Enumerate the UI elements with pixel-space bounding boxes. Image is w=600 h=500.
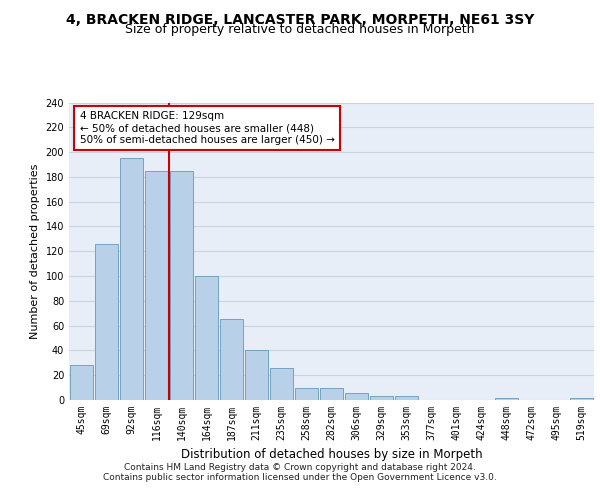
Bar — [370, 396, 393, 400]
Bar — [320, 388, 343, 400]
Text: Contains HM Land Registry data © Crown copyright and database right 2024.: Contains HM Land Registry data © Crown c… — [124, 462, 476, 471]
Bar — [195, 276, 218, 400]
Bar — [220, 320, 243, 400]
Bar — [120, 158, 143, 400]
Text: Contains public sector information licensed under the Open Government Licence v3: Contains public sector information licen… — [103, 472, 497, 482]
Bar — [170, 170, 193, 400]
Bar — [145, 170, 168, 400]
Text: 4, BRACKEN RIDGE, LANCASTER PARK, MORPETH, NE61 3SY: 4, BRACKEN RIDGE, LANCASTER PARK, MORPET… — [66, 12, 534, 26]
Bar — [245, 350, 268, 400]
Text: 4 BRACKEN RIDGE: 129sqm
← 50% of detached houses are smaller (448)
50% of semi-d: 4 BRACKEN RIDGE: 129sqm ← 50% of detache… — [79, 112, 334, 144]
Bar — [395, 396, 418, 400]
Bar — [345, 392, 368, 400]
Bar — [70, 366, 93, 400]
Bar — [95, 244, 118, 400]
Y-axis label: Number of detached properties: Number of detached properties — [30, 164, 40, 339]
X-axis label: Distribution of detached houses by size in Morpeth: Distribution of detached houses by size … — [181, 448, 482, 462]
Bar — [295, 388, 318, 400]
Bar — [570, 398, 593, 400]
Text: Size of property relative to detached houses in Morpeth: Size of property relative to detached ho… — [125, 22, 475, 36]
Bar — [270, 368, 293, 400]
Bar — [495, 398, 518, 400]
